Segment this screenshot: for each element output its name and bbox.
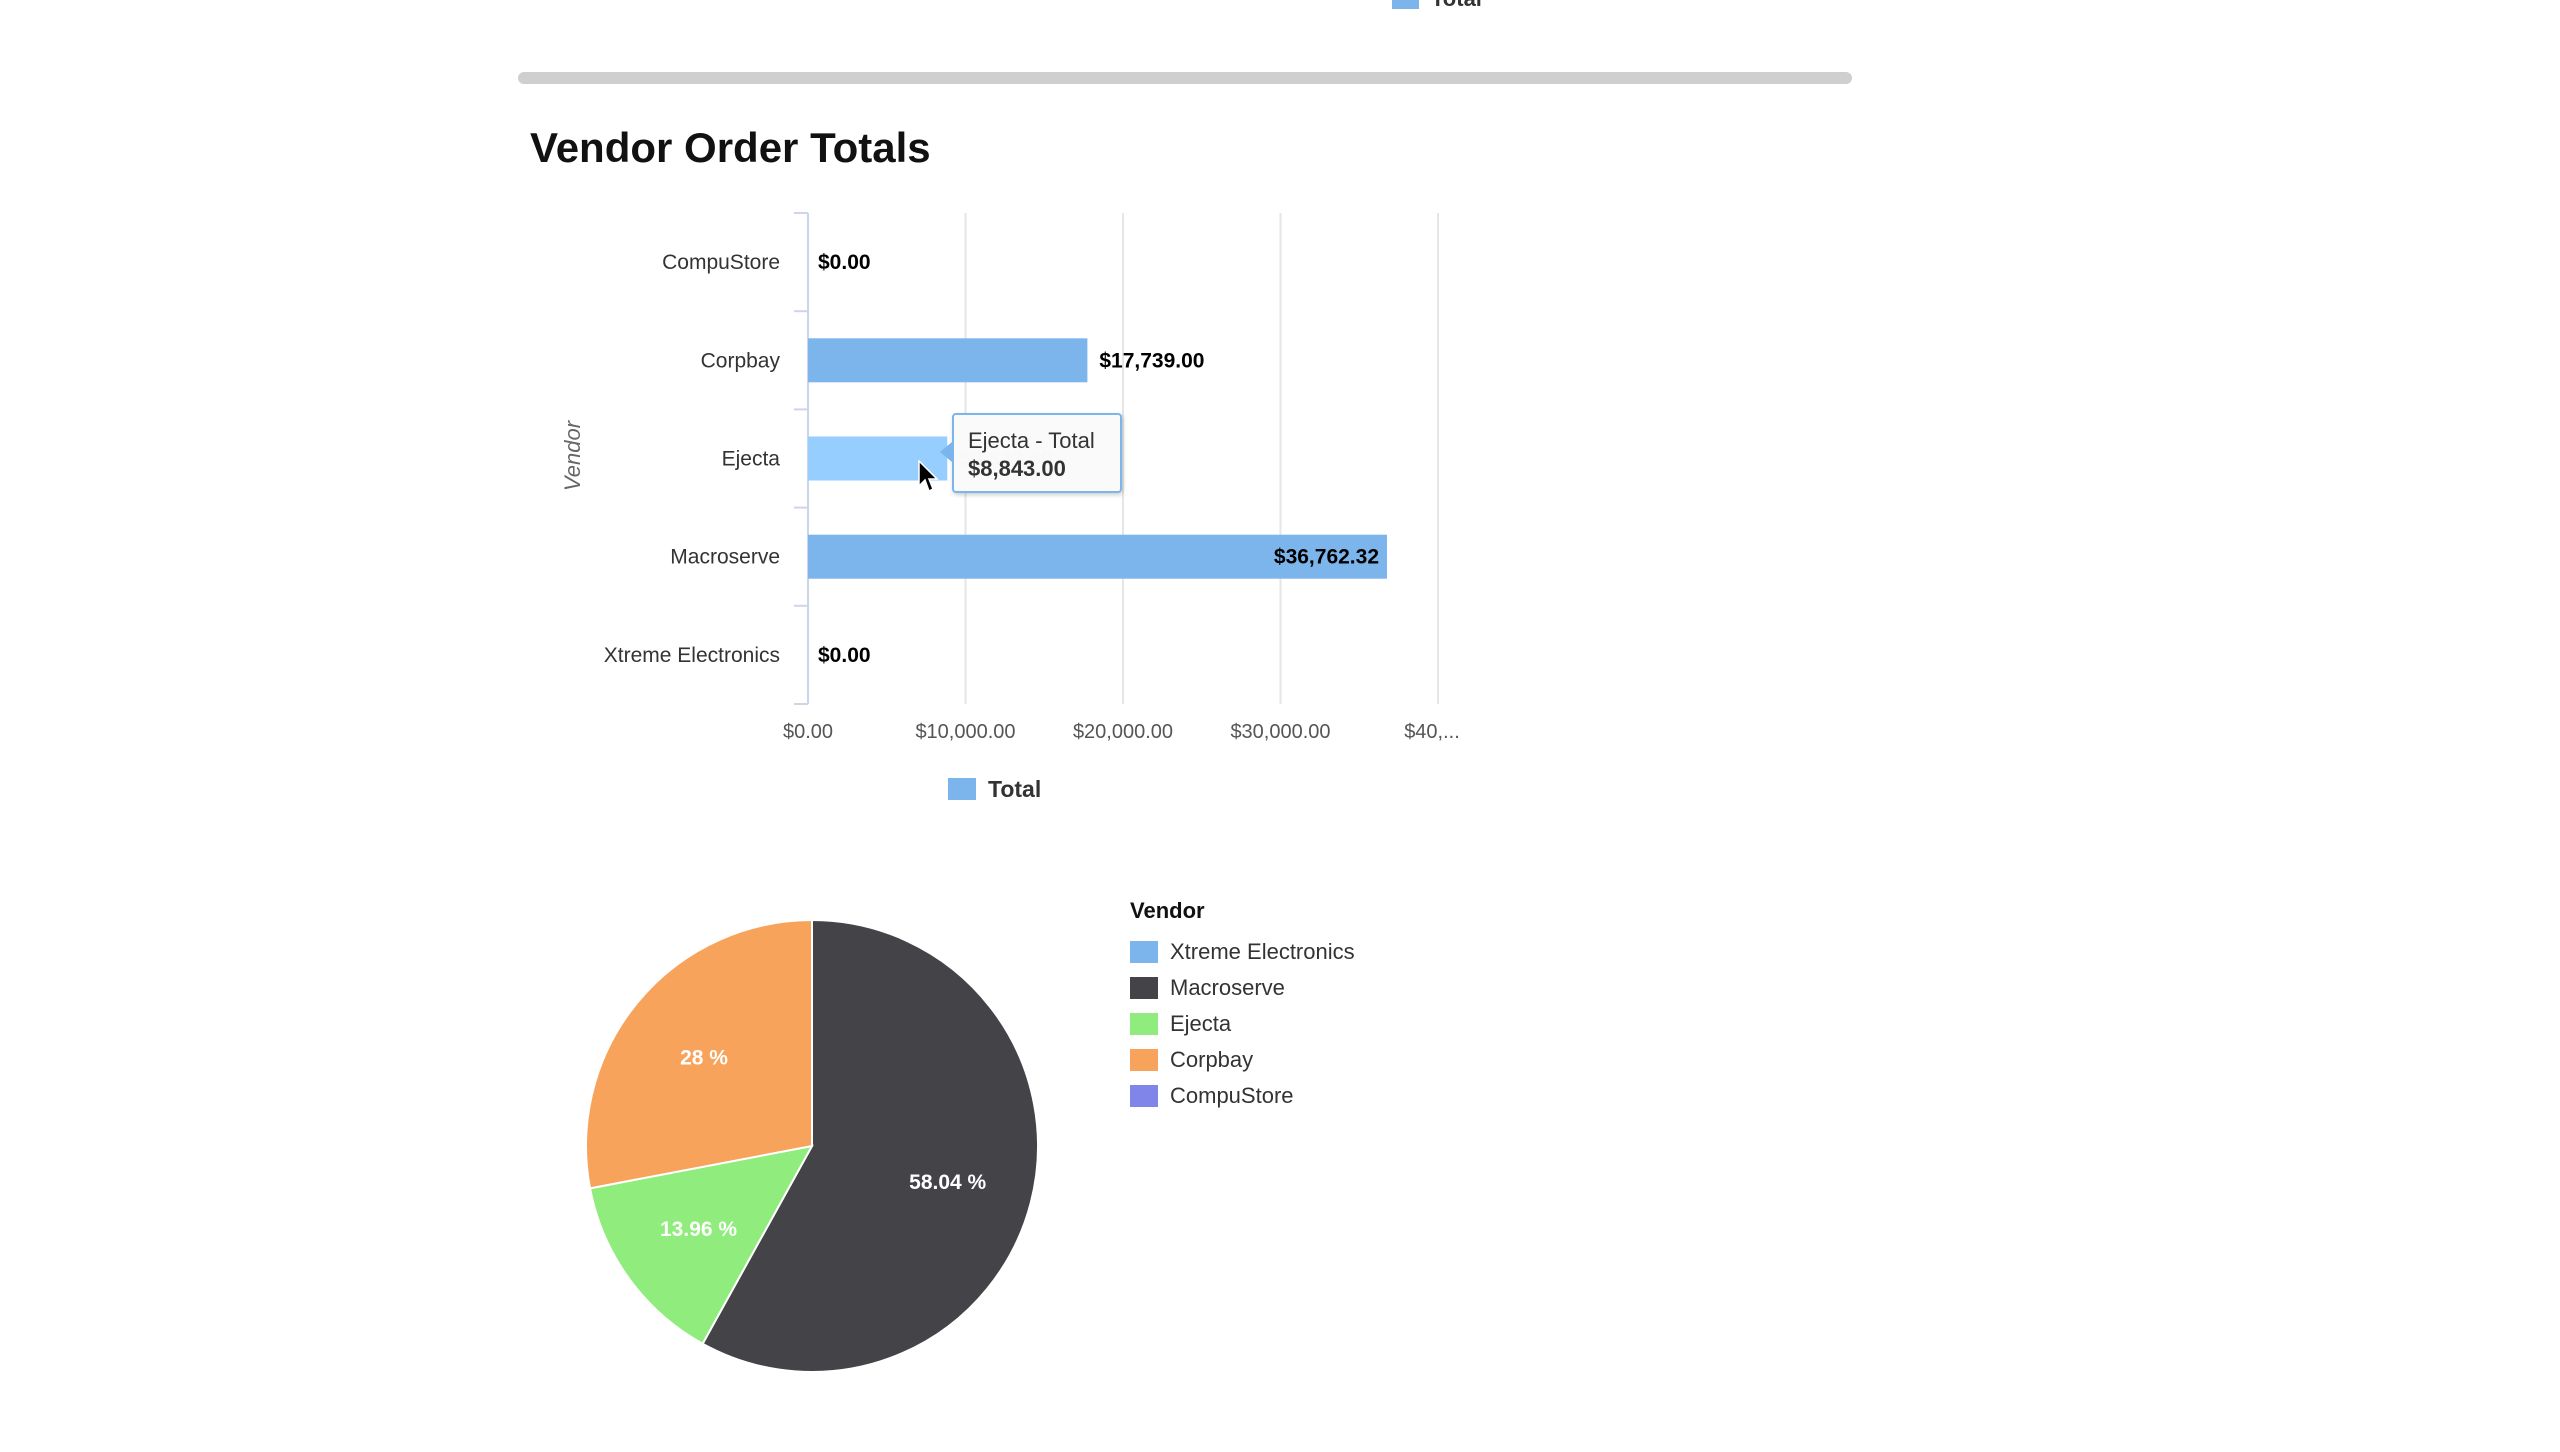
pie-legend: Vendor Xtreme Electronics Macroserve Eject…	[1130, 898, 1355, 1114]
pie-legend-swatch	[1130, 941, 1158, 963]
pie-legend-item[interactable]: Xtreme Electronics	[1130, 934, 1355, 970]
category-label: Ejecta	[722, 448, 781, 471]
category-label: CompuStore	[662, 251, 780, 274]
pie-legend-item[interactable]: CompuStore	[1130, 1078, 1355, 1114]
top-legend-swatch	[1392, 0, 1419, 9]
horizontal-scrollbar[interactable]	[518, 72, 1852, 84]
data-label: $0.00	[818, 251, 871, 274]
pie-legend-swatch	[1130, 977, 1158, 999]
pie-legend-item[interactable]: Macroserve	[1130, 970, 1355, 1006]
x-tick-label: $30,000.00	[1230, 721, 1330, 743]
page-title: Vendor Order Totals	[530, 124, 931, 171]
pie-legend-label: CompuStore	[1170, 1083, 1294, 1108]
pie-slice[interactable]	[588, 1144, 814, 1346]
category-label: Macroserve	[670, 546, 780, 569]
category-label: Xtreme Electronics	[604, 644, 780, 667]
pie-legend-swatch	[1130, 1013, 1158, 1035]
bar[interactable]	[808, 338, 1088, 383]
bar[interactable]	[808, 534, 1388, 579]
pie-legend-item[interactable]: Corpbay	[1130, 1042, 1355, 1078]
x-tick-label: $20,000.00	[1073, 721, 1173, 743]
x-tick-label: $0.00	[783, 721, 833, 743]
pie-legend-label: Macroserve	[1170, 975, 1285, 1000]
x-tick-label: $10,000.00	[915, 721, 1015, 743]
slice-label: 13.96 %	[660, 1218, 737, 1241]
pie-legend-label: Corpbay	[1170, 1047, 1254, 1072]
pie-legend-swatch	[1130, 1049, 1158, 1071]
mouse-cursor-icon	[918, 460, 939, 493]
data-label: $36,762.32	[1274, 546, 1379, 569]
y-axis-title: Vendor	[560, 419, 585, 491]
tooltip-arrow	[940, 442, 952, 462]
x-tick-label: $40,...	[1404, 721, 1460, 743]
pie-slice[interactable]	[585, 918, 813, 1190]
data-label: $17,739.00	[1099, 349, 1204, 372]
tooltip-title: Ejecta - Total	[968, 428, 1095, 453]
chart-tooltip: Ejecta - Total $8,843.00	[940, 413, 1122, 493]
pie-chart: 0 %58.04 %13.96 %28 %	[585, 918, 1039, 1373]
legend-swatch[interactable]	[948, 778, 976, 800]
slice-label: 58.04 %	[909, 1171, 986, 1194]
pie-legend-title: Vendor	[1130, 898, 1205, 923]
legend-label[interactable]: Total	[988, 776, 1041, 802]
pie-legend-swatch	[1130, 1085, 1158, 1107]
category-label: Corpbay	[701, 349, 781, 372]
data-label: $0.00	[818, 644, 871, 667]
tooltip-value: $8,843.00	[968, 456, 1066, 481]
bar-chart: Vendor CompuStore $0.00 Corpbay $17,739.00 Ej…	[560, 212, 1460, 802]
top-legend-item[interactable]: Total	[1392, 0, 1482, 12]
pie-legend-item[interactable]: Ejecta	[1130, 1006, 1355, 1042]
pie-legend-label: Xtreme Electronics	[1170, 939, 1355, 964]
pie-slice[interactable]	[701, 918, 1039, 1373]
pie-legend-label: Ejecta	[1170, 1011, 1232, 1036]
slice-label: 28 %	[680, 1047, 728, 1070]
top-legend-label: Total	[1431, 0, 1482, 12]
